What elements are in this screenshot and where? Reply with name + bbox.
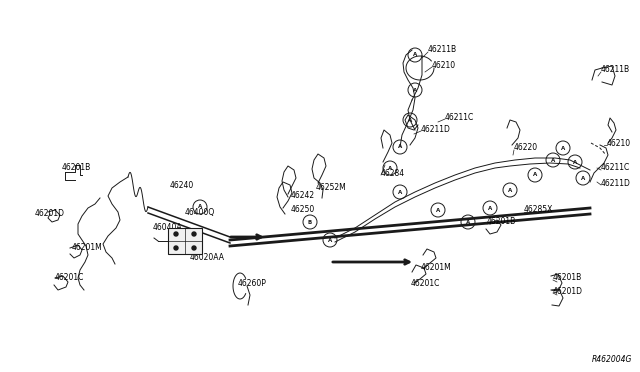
Text: A: A	[436, 208, 440, 212]
Text: A: A	[413, 87, 417, 93]
Text: 46210: 46210	[607, 138, 631, 148]
Text: 46201M: 46201M	[72, 243, 103, 251]
Text: A: A	[573, 160, 577, 164]
Text: A: A	[466, 219, 470, 224]
Text: 46211D: 46211D	[601, 179, 631, 187]
Text: 46240: 46240	[170, 180, 195, 189]
Text: A: A	[508, 187, 512, 192]
Text: A: A	[328, 237, 332, 243]
Text: A: A	[561, 145, 565, 151]
Text: 46201D: 46201D	[35, 208, 65, 218]
Text: 46252M: 46252M	[316, 183, 347, 192]
Text: 46201B: 46201B	[487, 218, 516, 227]
Text: A: A	[388, 166, 392, 170]
Text: 46211B: 46211B	[428, 45, 457, 55]
Circle shape	[174, 246, 178, 250]
Text: A: A	[533, 173, 537, 177]
Text: 46211C: 46211C	[445, 112, 474, 122]
Circle shape	[192, 232, 196, 236]
Text: 46220: 46220	[514, 144, 538, 153]
Text: 46284: 46284	[381, 169, 405, 177]
Text: 46211B: 46211B	[601, 65, 630, 74]
Text: 46260P: 46260P	[238, 279, 267, 289]
Text: 46201C: 46201C	[55, 273, 84, 282]
Text: A: A	[581, 176, 585, 180]
Text: 46210: 46210	[432, 61, 456, 70]
Text: 46201C: 46201C	[411, 279, 440, 289]
Text: 46201M: 46201M	[421, 263, 452, 273]
Text: B: B	[308, 219, 312, 224]
Text: 46285X: 46285X	[524, 205, 554, 215]
Text: 46242: 46242	[291, 192, 315, 201]
Text: 46250: 46250	[291, 205, 316, 214]
Text: A: A	[413, 52, 417, 58]
Text: 46201B: 46201B	[62, 164, 92, 173]
Text: 46020AA: 46020AA	[190, 253, 225, 263]
Bar	[168, 228, 202, 254]
Text: R462004G: R462004G	[591, 355, 632, 364]
Text: A: A	[398, 189, 402, 195]
Text: A: A	[198, 205, 202, 209]
Text: 46211D: 46211D	[421, 125, 451, 134]
Text: 46201D: 46201D	[553, 286, 583, 295]
Circle shape	[192, 246, 196, 250]
Text: A: A	[398, 144, 402, 150]
Circle shape	[174, 232, 178, 236]
Text: 46201B: 46201B	[553, 273, 582, 282]
Text: A: A	[551, 157, 555, 163]
Text: 46040A: 46040A	[153, 222, 182, 231]
Text: A: A	[488, 205, 492, 211]
Text: 46211C: 46211C	[601, 164, 630, 173]
Text: 46400Q: 46400Q	[185, 208, 215, 218]
Text: A: A	[408, 118, 412, 122]
